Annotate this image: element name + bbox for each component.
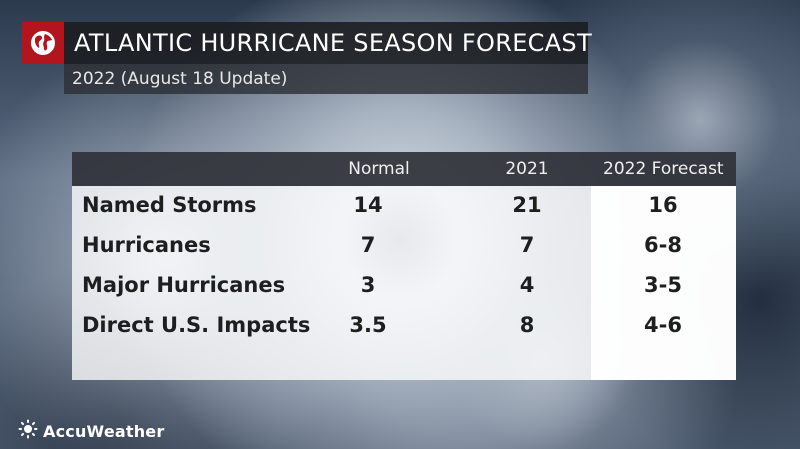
column-header-2022-forecast: 2022 Forecast [603,159,724,179]
table-row: Hurricanes 7 7 6-8 [72,228,736,268]
cell-2022-forecast: 4-6 [644,313,682,337]
row-label: Named Storms [82,193,257,217]
accuweather-logo: AccuWeather [18,419,164,443]
cell-normal: 3 [360,273,376,297]
page-subtitle: 2022 (August 18 Update) [72,69,288,89]
cell-2021: 7 [519,233,535,257]
brand-name: AccuWeather [43,421,165,441]
column-header-2021: 2021 [505,159,549,179]
subtitle-bar: 2022 (August 18 Update) [64,64,588,94]
cell-normal: 7 [360,233,376,257]
forecast-column-highlight [591,186,736,380]
cell-2021: 21 [512,193,542,217]
sun-icon [18,419,38,443]
forecast-table: Normal 2021 2022 Forecast Named Storms 1… [72,152,736,380]
cell-2022-forecast: 16 [648,193,678,217]
table-row: Direct U.S. Impacts 3.5 8 4-6 [72,308,736,348]
cell-2022-forecast: 6-8 [644,233,682,257]
table-header-row: Normal 2021 2022 Forecast [72,152,736,186]
table-row: Major Hurricanes 3 4 3-5 [72,268,736,308]
globe-icon [22,22,64,64]
row-label: Direct U.S. Impacts [82,313,311,337]
title-bar: ATLANTIC HURRICANE SEASON FORECAST [22,22,592,64]
column-header-normal: Normal [348,159,410,179]
row-label: Major Hurricanes [82,273,286,297]
cell-2021: 4 [519,273,535,297]
cell-2021: 8 [519,313,535,337]
row-label: Hurricanes [82,233,211,257]
cell-normal: 3.5 [349,313,387,337]
page-title: ATLANTIC HURRICANE SEASON FORECAST [74,29,592,57]
table-body: Named Storms 14 21 16 Hurricanes 7 7 6-8… [72,186,736,380]
cell-normal: 14 [353,193,383,217]
cell-2022-forecast: 3-5 [644,273,682,297]
table-row: Named Storms 14 21 16 [72,188,736,228]
